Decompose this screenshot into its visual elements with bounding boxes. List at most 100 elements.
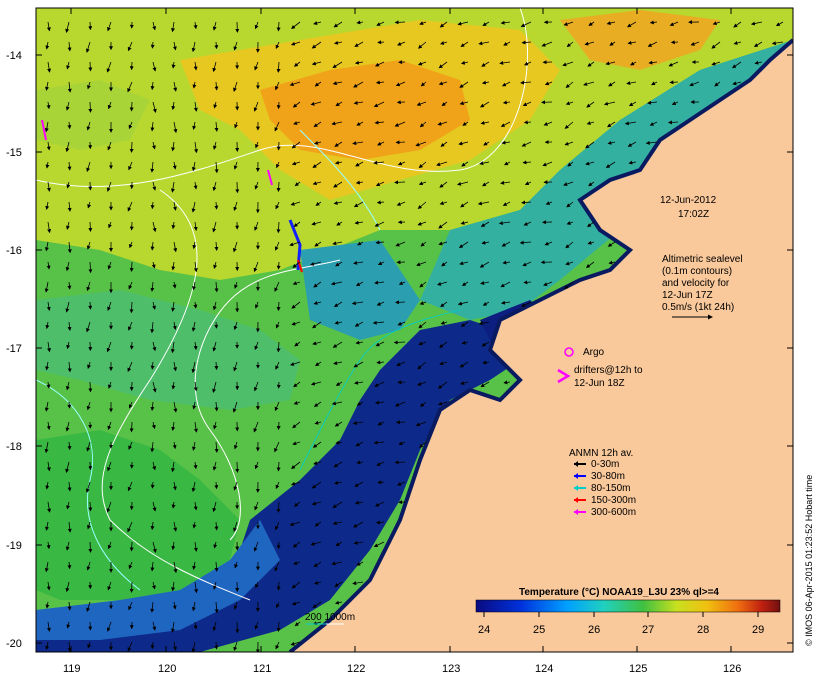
velocity-arrow bbox=[172, 161, 177, 170]
velocity-arrow bbox=[377, 480, 385, 485]
velocity-arrow bbox=[397, 321, 406, 326]
velocity-arrow bbox=[567, 161, 574, 167]
velocity-arrow bbox=[482, 181, 490, 187]
velocity-arrow bbox=[479, 261, 490, 268]
velocity-arrow bbox=[152, 301, 156, 310]
velocity-arrow bbox=[521, 301, 532, 307]
anmn-item-label: 150-300m bbox=[591, 495, 636, 506]
velocity-arrow bbox=[276, 301, 281, 312]
velocity-arrow bbox=[88, 261, 93, 274]
velocity-arrow bbox=[566, 201, 574, 208]
velocity-arrow bbox=[47, 341, 51, 353]
velocity-arrow bbox=[480, 101, 490, 108]
velocity-arrow bbox=[459, 81, 469, 88]
velocity-arrow bbox=[608, 260, 616, 265]
velocity-arrow bbox=[333, 461, 343, 468]
velocity-arrow bbox=[291, 601, 301, 606]
velocity-arrow bbox=[66, 621, 71, 629]
velocity-arrow bbox=[45, 201, 50, 210]
velocity-arrow bbox=[66, 181, 71, 189]
velocity-arrow bbox=[87, 81, 91, 90]
velocity-arrow bbox=[214, 41, 219, 50]
y-tick-label: -18 bbox=[6, 441, 22, 453]
velocity-arrow bbox=[151, 141, 156, 150]
velocity-arrow bbox=[583, 81, 595, 86]
velocity-arrow bbox=[563, 181, 574, 186]
velocity-arrow bbox=[356, 121, 364, 126]
velocity-arrow bbox=[275, 201, 280, 210]
velocity-arrow bbox=[193, 621, 198, 630]
velocity-arrow bbox=[150, 441, 155, 453]
velocity-arrow bbox=[171, 101, 176, 111]
velocity-arrow bbox=[212, 461, 217, 471]
velocity-arrow bbox=[66, 341, 71, 350]
velocity-arrow bbox=[439, 361, 448, 366]
velocity-arrow bbox=[152, 221, 157, 233]
velocity-arrow bbox=[46, 301, 51, 311]
velocity-arrow bbox=[565, 261, 574, 266]
velocity-arrow bbox=[173, 521, 178, 532]
colorbar-tick-label: 28 bbox=[697, 624, 709, 636]
velocity-arrow bbox=[355, 180, 364, 185]
velocity-arrow bbox=[669, 21, 679, 26]
velocity-arrow bbox=[671, 101, 679, 105]
velocity-arrow bbox=[481, 341, 490, 347]
velocity-arrow bbox=[254, 181, 259, 190]
velocity-arrow bbox=[171, 221, 176, 230]
velocity-arrow bbox=[523, 221, 532, 226]
velocity-arrow bbox=[334, 421, 343, 427]
velocity-arrow bbox=[150, 521, 155, 531]
velocity-arrow bbox=[437, 381, 448, 389]
velocity-arrow bbox=[354, 41, 364, 47]
velocity-arrow bbox=[313, 281, 322, 288]
velocity-arrow bbox=[152, 501, 157, 512]
velocity-arrow bbox=[45, 601, 50, 609]
velocity-arrow bbox=[480, 381, 490, 388]
velocity-arrow bbox=[375, 181, 385, 186]
velocity-arrow bbox=[585, 261, 595, 268]
velocity-arrow bbox=[233, 321, 238, 331]
velocity-arrow bbox=[44, 401, 49, 412]
velocity-arrow bbox=[331, 401, 343, 406]
velocity-arrow bbox=[233, 481, 238, 491]
velocity-arrow bbox=[398, 281, 406, 285]
velocity-arrow bbox=[626, 81, 637, 86]
velocity-arrow bbox=[333, 361, 343, 366]
velocity-arrow bbox=[481, 80, 490, 85]
velocity-arrow bbox=[65, 301, 70, 313]
velocity-arrow bbox=[44, 561, 49, 573]
velocity-arrow bbox=[394, 121, 406, 127]
colorbar-ticks: 24 25 26 27 28 29 bbox=[478, 612, 764, 636]
velocity-arrow bbox=[353, 361, 364, 368]
velocity-arrow bbox=[331, 561, 343, 566]
velocity-arrow bbox=[171, 21, 175, 33]
velocity-arrow bbox=[332, 341, 343, 348]
velocity-arrow bbox=[521, 40, 532, 45]
velocity-arrow bbox=[274, 401, 280, 412]
velocity-arrow bbox=[354, 481, 364, 487]
velocity-arrow bbox=[294, 181, 301, 187]
velocity-arrow bbox=[332, 241, 343, 246]
velocity-arrow bbox=[394, 180, 406, 185]
velocity-arrow bbox=[65, 541, 70, 551]
velocity-arrow bbox=[173, 401, 178, 413]
velocity-arrow bbox=[417, 41, 427, 49]
velocity-arrow bbox=[290, 41, 301, 46]
velocity-arrow bbox=[86, 241, 91, 250]
velocity-arrow bbox=[127, 361, 133, 373]
velocity-arrow bbox=[107, 261, 112, 270]
colorbar-tick-label: 29 bbox=[752, 624, 764, 636]
velocity-arrow bbox=[397, 161, 406, 166]
velocity-arrow bbox=[173, 81, 178, 92]
velocity-arrow bbox=[276, 61, 281, 73]
velocity-arrow bbox=[647, 100, 658, 105]
velocity-arrow bbox=[416, 101, 427, 106]
velocity-arrow bbox=[587, 61, 595, 67]
velocity-arrow bbox=[437, 121, 448, 126]
velocity-arrow bbox=[500, 281, 511, 288]
velocity-arrow bbox=[46, 421, 51, 431]
velocity-arrow bbox=[397, 41, 406, 46]
velocity-arrow bbox=[377, 40, 385, 45]
velocity-arrow bbox=[212, 221, 217, 233]
velocity-arrow bbox=[290, 481, 301, 486]
